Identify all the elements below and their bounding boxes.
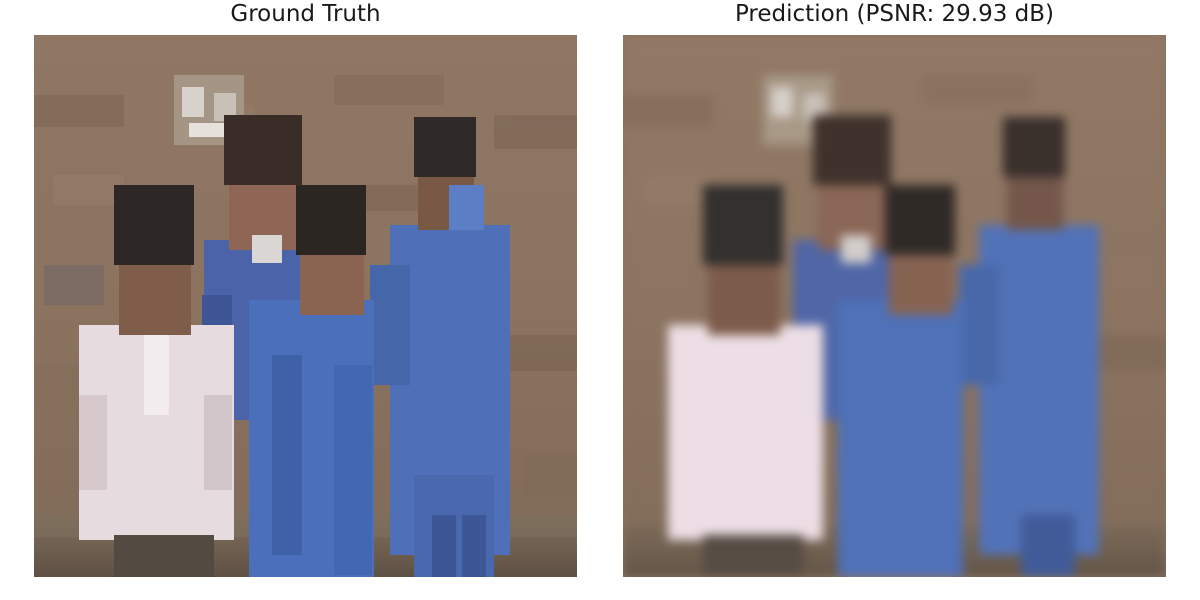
photo-children-wall-blurred xyxy=(623,35,1166,577)
panel-title: Ground Truth xyxy=(230,1,381,27)
panel-title: Prediction (PSNR: 29.93 dB) xyxy=(734,1,1055,27)
prediction-image xyxy=(623,35,1166,577)
photo-children-wall xyxy=(34,35,577,577)
prediction-panel: Prediction (PSNR: 29.93 dB) xyxy=(623,0,1166,600)
ground-truth-image xyxy=(34,35,577,577)
ground-truth-panel: Ground Truth xyxy=(34,0,577,600)
